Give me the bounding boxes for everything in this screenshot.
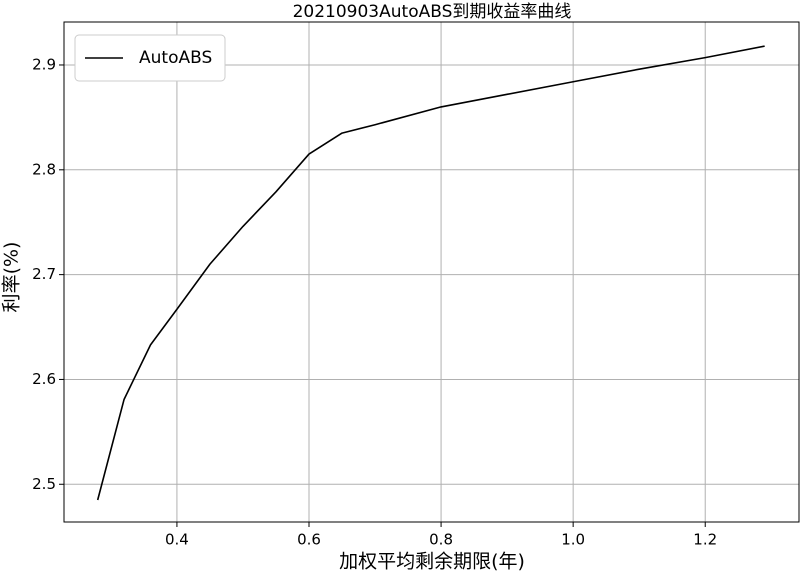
x-tick-label: 1.0 — [561, 531, 585, 549]
x-tick-label: 1.2 — [693, 531, 717, 549]
y-tick-label: 2.7 — [32, 265, 56, 283]
y-tick-label: 2.9 — [32, 55, 56, 73]
chart-title: 20210903AutoABS到期收益率曲线 — [293, 2, 572, 22]
y-tick-label: 2.8 — [32, 160, 56, 178]
y-axis-label: 利率(%) — [1, 242, 23, 313]
x-axis-label: 加权平均剩余期限(年) — [339, 551, 525, 573]
line — [96, 45, 765, 501]
plot-frame — [63, 21, 800, 523]
y-tick-label: 2.6 — [32, 370, 56, 388]
x-tick-label: 0.4 — [165, 531, 189, 549]
legend-box — [74, 34, 226, 82]
x-tick-label: 0.6 — [297, 531, 321, 549]
y-tick-label: 2.5 — [32, 475, 56, 493]
x-tick-label: 0.8 — [429, 531, 453, 549]
legend-label: AutoABS — [139, 48, 212, 68]
